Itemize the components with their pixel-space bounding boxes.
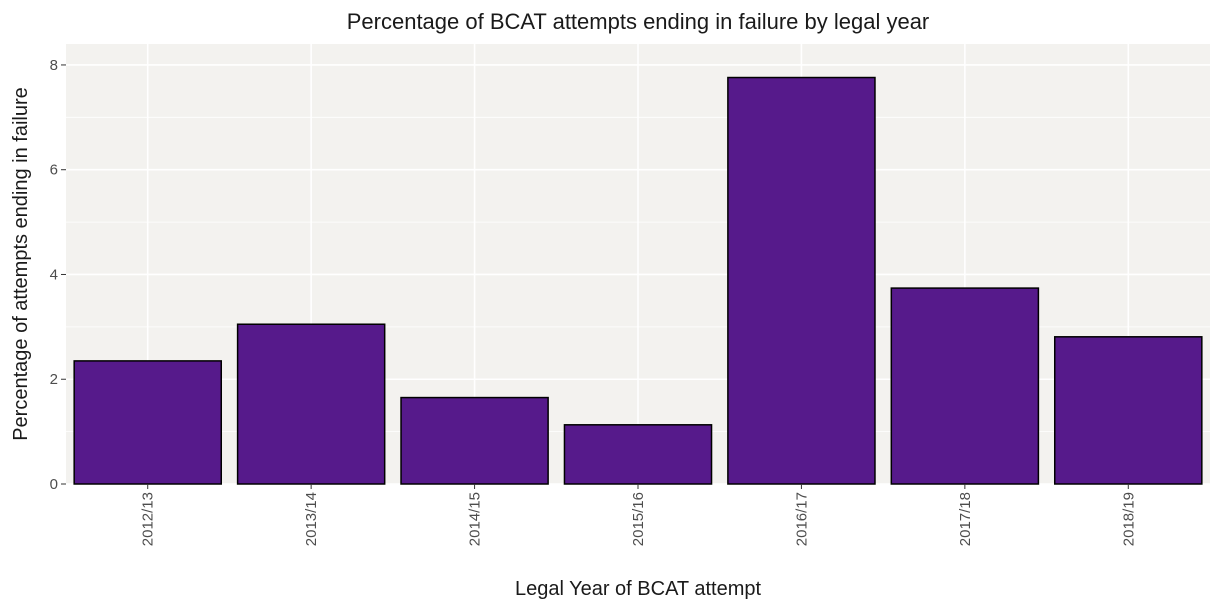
x-tick-label: 2013/14 — [303, 492, 320, 546]
y-axis: 0 2 4 6 8 — [50, 57, 66, 493]
x-tick-label: 2015/16 — [630, 492, 647, 546]
x-tick-label: 2014/15 — [467, 492, 484, 546]
x-tick-label: 2017/18 — [957, 492, 974, 546]
bar-2012-13 — [73, 360, 223, 485]
bar-2013-14 — [236, 323, 386, 485]
y-axis-title: Percentage of attempts ending in failure — [10, 87, 32, 441]
bars — [73, 76, 1203, 485]
x-tick-label: 2018/19 — [1120, 492, 1137, 546]
bar-2014-15 — [400, 396, 549, 485]
x-tick-label: 2016/17 — [793, 492, 810, 546]
bar-2015-16 — [563, 424, 713, 485]
bar-2016-17 — [727, 76, 876, 485]
y-tick-label: 4 — [50, 266, 58, 283]
y-tick-label: 2 — [50, 371, 58, 388]
x-tick-label: 2012/13 — [140, 492, 157, 546]
bar-2018-19 — [1053, 336, 1203, 485]
y-tick-label: 0 — [50, 476, 58, 493]
y-tick-label: 8 — [50, 57, 58, 74]
bar-2017-18 — [890, 287, 1040, 485]
chart-title: Percentage of BCAT attempts ending in fa… — [347, 9, 930, 34]
y-tick-label: 6 — [50, 162, 58, 179]
x-axis: 2012/13 2013/14 2014/15 2015/16 2016/17 2017/… — [140, 484, 1137, 546]
x-axis-title: Legal Year of BCAT attempt — [515, 578, 762, 600]
